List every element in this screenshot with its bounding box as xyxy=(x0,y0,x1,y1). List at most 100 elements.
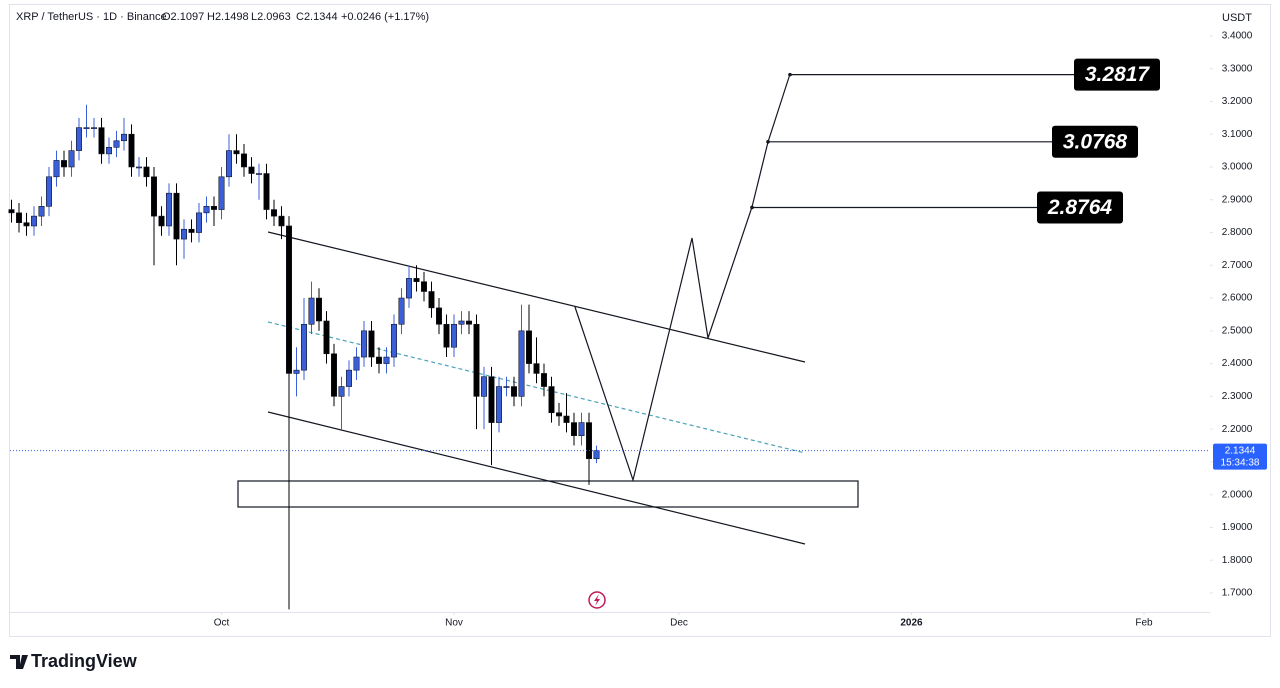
y-tick-label: 2.6000 xyxy=(1222,293,1253,304)
symbol: XRP / TetherUS · 1D · Binance xyxy=(16,11,167,23)
countdown: 15:34:38 xyxy=(1221,457,1260,468)
candle-body xyxy=(548,386,555,414)
candle-body xyxy=(323,320,330,355)
candle-body xyxy=(136,166,143,169)
candle-body xyxy=(368,330,375,358)
lightning-icon xyxy=(588,591,606,609)
candle-body xyxy=(533,363,540,374)
candle-body xyxy=(38,205,45,217)
y-tick-label: 2.2000 xyxy=(1222,424,1253,435)
candle-body xyxy=(353,356,360,371)
candle-body xyxy=(270,209,277,217)
candle-body xyxy=(188,228,195,233)
candle-body xyxy=(181,228,188,240)
y-tick-label: 3.0000 xyxy=(1222,162,1253,173)
candle-body xyxy=(151,176,158,217)
candle-body xyxy=(510,386,517,397)
candle-body xyxy=(23,222,30,227)
candle-body xyxy=(443,323,450,348)
candle-body xyxy=(45,176,52,207)
candle-body xyxy=(241,153,248,168)
x-tick-label: Nov xyxy=(445,618,463,629)
target-box xyxy=(1074,58,1160,91)
currency: USDT xyxy=(1222,12,1252,24)
change: +0.0246 (+1.17%) xyxy=(341,11,429,23)
x-tick-label: Oct xyxy=(214,618,230,629)
target-label: 2.8764 xyxy=(1047,196,1113,219)
y-tick-label: 1.7000 xyxy=(1222,588,1253,599)
candle-body xyxy=(465,320,472,325)
candle-body xyxy=(450,323,457,348)
candle-body xyxy=(121,133,128,142)
candle-body xyxy=(593,450,600,460)
candle-body xyxy=(473,323,480,397)
candle-body xyxy=(555,412,562,417)
candle-body xyxy=(540,373,547,387)
header: XRP / TetherUS · 1D · Binance O2.1097 H2… xyxy=(16,11,429,23)
drawings xyxy=(237,73,859,545)
y-tick-label: 2.9000 xyxy=(1222,194,1253,205)
candle-body xyxy=(405,278,412,299)
candle-body xyxy=(106,147,113,155)
candle-body xyxy=(300,323,307,371)
target-point xyxy=(788,72,792,77)
candle-body xyxy=(226,150,233,178)
candle-body xyxy=(293,369,300,374)
candle-body xyxy=(338,386,345,397)
candle-body xyxy=(518,330,525,397)
candle-body xyxy=(398,297,405,325)
y-tick-label: 1.8000 xyxy=(1222,555,1253,566)
last-price-label: 2.1344 xyxy=(1225,445,1256,456)
candle-body xyxy=(128,133,135,168)
logo: TradingView xyxy=(10,651,138,671)
candle-body xyxy=(308,297,315,325)
candle-body xyxy=(30,215,37,227)
candle-body xyxy=(285,225,292,374)
support-zone xyxy=(237,480,859,508)
chart-frame xyxy=(9,4,1271,637)
y-tick-label: 1.9000 xyxy=(1222,522,1253,533)
ohlc-low: L2.0963 xyxy=(251,11,291,23)
candle-body xyxy=(578,422,585,436)
y-tick-label: 2.3000 xyxy=(1222,391,1253,402)
target-box xyxy=(1052,125,1138,158)
candle-body xyxy=(345,369,352,387)
candle-body xyxy=(383,356,390,364)
candle-body xyxy=(173,192,180,240)
ohlc-high: H2.1498 xyxy=(207,11,249,23)
channel-upper xyxy=(267,231,806,363)
y-tick-label: 3.3000 xyxy=(1222,63,1253,74)
channel-lower xyxy=(267,411,806,545)
y-tick-label: 2.0000 xyxy=(1222,489,1253,500)
candle-body xyxy=(458,320,465,325)
candle-body xyxy=(248,166,255,174)
candle-body xyxy=(68,150,75,168)
candle-body xyxy=(330,353,337,397)
candle-body xyxy=(60,160,67,168)
candle-body xyxy=(420,281,427,292)
candle-body xyxy=(435,307,442,325)
ohlc-open: O2.1097 xyxy=(162,11,204,23)
channel-mid xyxy=(267,321,806,454)
candle-body xyxy=(166,192,173,227)
y-tick-label: 2.8000 xyxy=(1222,227,1253,238)
candle-body xyxy=(585,422,592,460)
y-tick-label: 3.4000 xyxy=(1222,31,1253,42)
candle-body xyxy=(413,278,420,282)
last-price-tag xyxy=(1213,443,1267,470)
candle-body xyxy=(255,173,262,175)
candle-body xyxy=(428,291,435,309)
target-point xyxy=(766,140,770,144)
x-tick-label: Feb xyxy=(1135,618,1153,629)
brand: TradingView xyxy=(31,651,138,671)
target-label: 3.0768 xyxy=(1063,130,1128,153)
candle-body xyxy=(98,127,105,155)
candle-body xyxy=(563,415,570,423)
candle-body xyxy=(495,386,502,423)
candle-body xyxy=(278,215,285,227)
candle-body xyxy=(15,212,22,223)
candle-body xyxy=(211,205,218,210)
target-box xyxy=(1037,191,1123,224)
candle-body xyxy=(113,140,120,148)
